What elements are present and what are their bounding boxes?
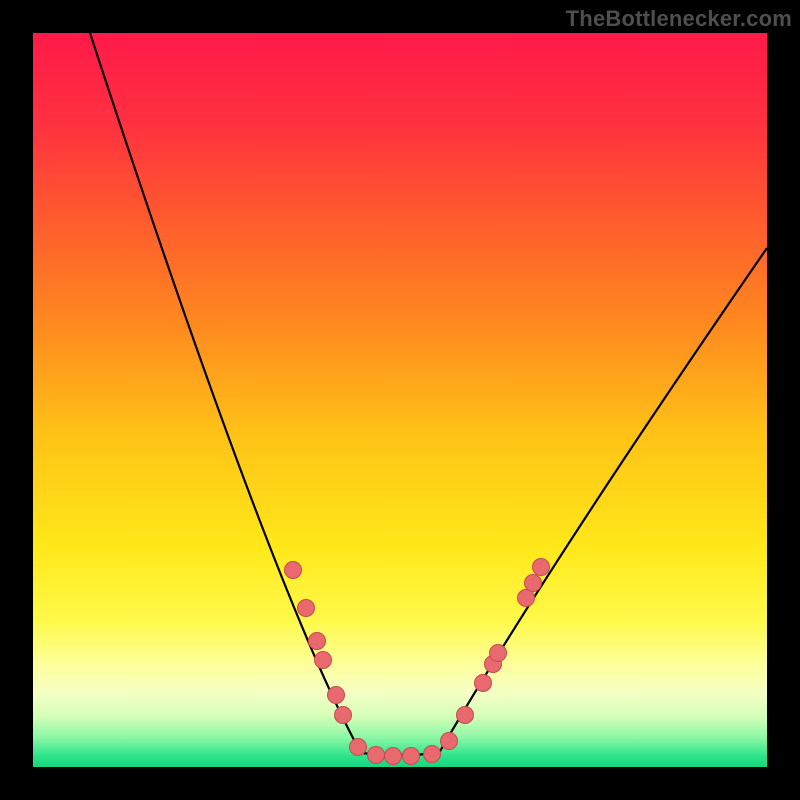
marker-point [315,652,332,669]
chart-container: TheBottlenecker.com [0,0,800,800]
marker-point [350,739,367,756]
marker-point [475,675,492,692]
plot-svg [33,33,767,767]
marker-point [518,590,535,607]
watermark-text: TheBottlenecker.com [566,6,792,32]
marker-point [533,559,550,576]
marker-point [309,633,326,650]
plot-area [33,33,767,767]
marker-point [490,645,507,662]
marker-point [298,600,315,617]
marker-point [328,687,345,704]
marker-point [457,707,474,724]
marker-point [285,562,302,579]
marker-point [335,707,352,724]
marker-point [525,575,542,592]
marker-point [403,748,420,765]
marker-point [385,748,402,765]
gradient-background [33,33,767,767]
marker-point [368,747,385,764]
marker-point [424,746,441,763]
marker-point [441,733,458,750]
